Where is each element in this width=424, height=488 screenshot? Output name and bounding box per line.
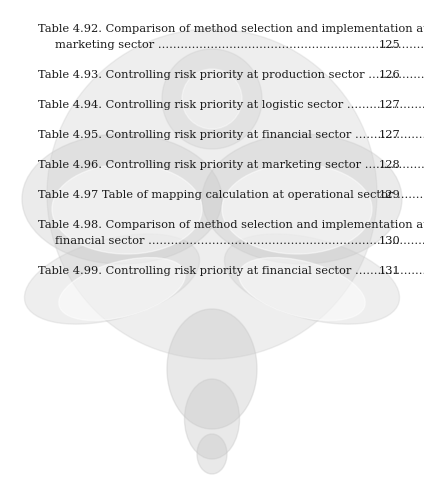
Text: 130: 130: [378, 236, 400, 245]
Ellipse shape: [197, 434, 227, 474]
Text: 127: 127: [378, 130, 400, 140]
Circle shape: [162, 50, 262, 150]
Text: 125: 125: [378, 40, 400, 50]
Ellipse shape: [202, 135, 402, 264]
Ellipse shape: [167, 309, 257, 429]
Ellipse shape: [184, 379, 240, 459]
Text: 126: 126: [378, 70, 400, 80]
Text: 131: 131: [378, 265, 400, 275]
Text: 127: 127: [378, 100, 400, 110]
Text: Table 4.92. Comparison of method selection and implementation at: Table 4.92. Comparison of method selecti…: [38, 24, 424, 34]
Text: Table 4.99. Controlling risk priority at financial sector ………………………….: Table 4.99. Controlling risk priority at…: [38, 265, 424, 275]
Text: Table 4.97 Table of mapping calculation at operational sector …………………..: Table 4.97 Table of mapping calculation …: [38, 190, 424, 200]
Ellipse shape: [239, 258, 365, 321]
Ellipse shape: [22, 135, 222, 264]
Text: 128: 128: [378, 160, 400, 170]
Text: Table 4.94. Controlling risk priority at logistic sector …………………………….: Table 4.94. Controlling risk priority at…: [38, 100, 424, 110]
Circle shape: [47, 30, 377, 359]
Ellipse shape: [25, 234, 200, 325]
Ellipse shape: [222, 164, 372, 254]
Text: financial sector …………………………………………………………………….: financial sector ………………………………………………………………: [55, 236, 424, 245]
Text: Table 4.93. Controlling risk priority at production sector …………………………..: Table 4.93. Controlling risk priority at…: [38, 70, 424, 80]
Ellipse shape: [52, 164, 202, 254]
Circle shape: [182, 70, 242, 130]
Text: Table 4.95. Controlling risk priority at financial sector …………………………….: Table 4.95. Controlling risk priority at…: [38, 130, 424, 140]
Text: marketing sector ………………………………………………………………….: marketing sector ………………………………………………………………: [55, 40, 424, 50]
Ellipse shape: [59, 258, 185, 321]
Text: Table 4.96. Controlling risk priority at marketing sector ………………………….: Table 4.96. Controlling risk priority at…: [38, 160, 424, 170]
Ellipse shape: [224, 234, 399, 325]
Text: 129: 129: [378, 190, 400, 200]
Text: Table 4.98. Comparison of method selection and implementation at: Table 4.98. Comparison of method selecti…: [38, 220, 424, 229]
